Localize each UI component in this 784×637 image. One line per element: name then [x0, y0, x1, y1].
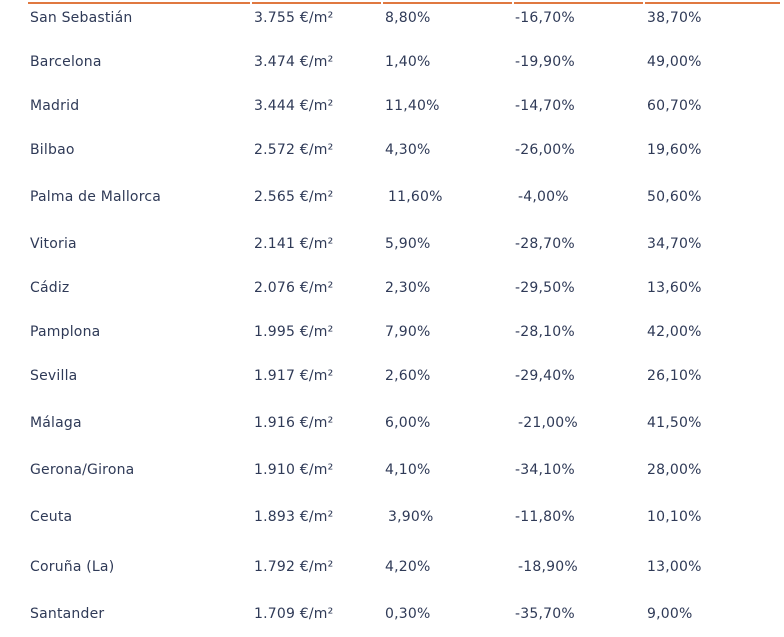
table-row: Vitoria 2.141 €/m² 5,90% -28,70% 34,70%: [0, 234, 784, 258]
variation-b: -29,50%: [515, 280, 575, 296]
variation-b: -28,10%: [515, 324, 575, 340]
city-name: Cádiz: [30, 280, 70, 296]
table-row: San Sebastián 3.755 €/m² 8,80% -16,70% 3…: [0, 8, 784, 32]
variation-b: -19,90%: [515, 54, 575, 70]
variation-c: 42,00%: [647, 324, 702, 340]
table-row: Santander 1.709 €/m² 0,30% -35,70% 9,00%: [0, 604, 784, 628]
variation-a: 0,30%: [385, 606, 431, 622]
variation-b: -11,80%: [515, 509, 575, 525]
variation-a: 2,30%: [385, 280, 431, 296]
table-row: Cádiz 2.076 €/m² 2,30% -29,50% 13,60%: [0, 278, 784, 302]
variation-b: -14,70%: [515, 98, 575, 114]
price-per-m2: 1.893 €/m²: [254, 509, 334, 525]
city-name: Pamplona: [30, 324, 101, 340]
table-row: Palma de Mallorca 2.565 €/m² 11,60% -4,0…: [0, 187, 784, 211]
variation-a: 5,90%: [385, 236, 431, 252]
variation-a: 8,80%: [385, 10, 431, 26]
variation-b: -16,70%: [515, 10, 575, 26]
table-row: Ceuta 1.893 €/m² 3,90% -11,80% 10,10%: [0, 507, 784, 531]
variation-c: 49,00%: [647, 54, 702, 70]
variation-a: 11,60%: [388, 189, 443, 205]
variation-b: -34,10%: [515, 462, 575, 478]
city-name: Bilbao: [30, 142, 75, 158]
price-per-m2: 1.792 €/m²: [254, 559, 334, 575]
table-row: Barcelona 3.474 €/m² 1,40% -19,90% 49,00…: [0, 52, 784, 76]
variation-c: 34,70%: [647, 236, 702, 252]
price-per-m2: 1.995 €/m²: [254, 324, 334, 340]
city-name: Barcelona: [30, 54, 102, 70]
city-name: Santander: [30, 606, 105, 622]
city-name: Sevilla: [30, 368, 78, 384]
price-per-m2: 3.755 €/m²: [254, 10, 334, 26]
variation-a: 4,10%: [385, 462, 431, 478]
variation-c: 10,10%: [647, 509, 702, 525]
variation-b: -26,00%: [515, 142, 575, 158]
variation-a: 3,90%: [388, 509, 434, 525]
variation-b: -4,00%: [518, 189, 569, 205]
table-row: Coruña (La) 1.792 €/m² 4,20% -18,90% 13,…: [0, 557, 784, 581]
variation-c: 50,60%: [647, 189, 702, 205]
city-name: Ceuta: [30, 509, 73, 525]
city-name: Madrid: [30, 98, 80, 114]
header-rule-price: [252, 2, 381, 4]
city-name: Málaga: [30, 415, 82, 431]
city-name: Coruña (La): [30, 559, 115, 575]
variation-c: 28,00%: [647, 462, 702, 478]
variation-a: 6,00%: [385, 415, 431, 431]
table-row: Gerona/Girona 1.910 €/m² 4,10% -34,10% 2…: [0, 460, 784, 484]
variation-a: 1,40%: [385, 54, 431, 70]
price-per-m2: 2.141 €/m²: [254, 236, 334, 252]
table-row: Madrid 3.444 €/m² 11,40% -14,70% 60,70%: [0, 96, 784, 120]
table-row: Pamplona 1.995 €/m² 7,90% -28,10% 42,00%: [0, 322, 784, 346]
variation-c: 60,70%: [647, 98, 702, 114]
variation-a: 4,30%: [385, 142, 431, 158]
variation-c: 9,00%: [647, 606, 693, 622]
header-rule-a: [383, 2, 512, 4]
variation-b: -21,00%: [518, 415, 578, 431]
table-row: Bilbao 2.572 €/m² 4,30% -26,00% 19,60%: [0, 140, 784, 164]
variation-b: -28,70%: [515, 236, 575, 252]
price-per-m2: 2.565 €/m²: [254, 189, 334, 205]
variation-c: 38,70%: [647, 10, 702, 26]
price-per-m2: 3.444 €/m²: [254, 98, 334, 114]
price-per-m2: 1.709 €/m²: [254, 606, 334, 622]
variation-b: -18,90%: [518, 559, 578, 575]
header-rule-b: [514, 2, 643, 4]
variation-b: -35,70%: [515, 606, 575, 622]
variation-c: 41,50%: [647, 415, 702, 431]
city-name: San Sebastián: [30, 10, 133, 26]
header-rule-c: [645, 2, 780, 4]
variation-c: 13,60%: [647, 280, 702, 296]
variation-a: 2,60%: [385, 368, 431, 384]
variation-a: 7,90%: [385, 324, 431, 340]
header-rule-city: [28, 2, 250, 4]
variation-c: 19,60%: [647, 142, 702, 158]
price-per-m2: 3.474 €/m²: [254, 54, 334, 70]
variation-a: 11,40%: [385, 98, 440, 114]
variation-c: 26,10%: [647, 368, 702, 384]
city-name: Palma de Mallorca: [30, 189, 162, 205]
price-per-m2: 1.917 €/m²: [254, 368, 334, 384]
city-name: Vitoria: [30, 236, 77, 252]
variation-c: 13,00%: [647, 559, 702, 575]
price-per-m2: 2.572 €/m²: [254, 142, 334, 158]
variation-a: 4,20%: [385, 559, 431, 575]
price-per-m2: 1.910 €/m²: [254, 462, 334, 478]
price-per-m2: 1.916 €/m²: [254, 415, 334, 431]
city-name: Gerona/Girona: [30, 462, 135, 478]
table-row: Málaga 1.916 €/m² 6,00% -21,00% 41,50%: [0, 413, 784, 437]
variation-b: -29,40%: [515, 368, 575, 384]
price-per-m2: 2.076 €/m²: [254, 280, 334, 296]
table-row: Sevilla 1.917 €/m² 2,60% -29,40% 26,10%: [0, 366, 784, 390]
